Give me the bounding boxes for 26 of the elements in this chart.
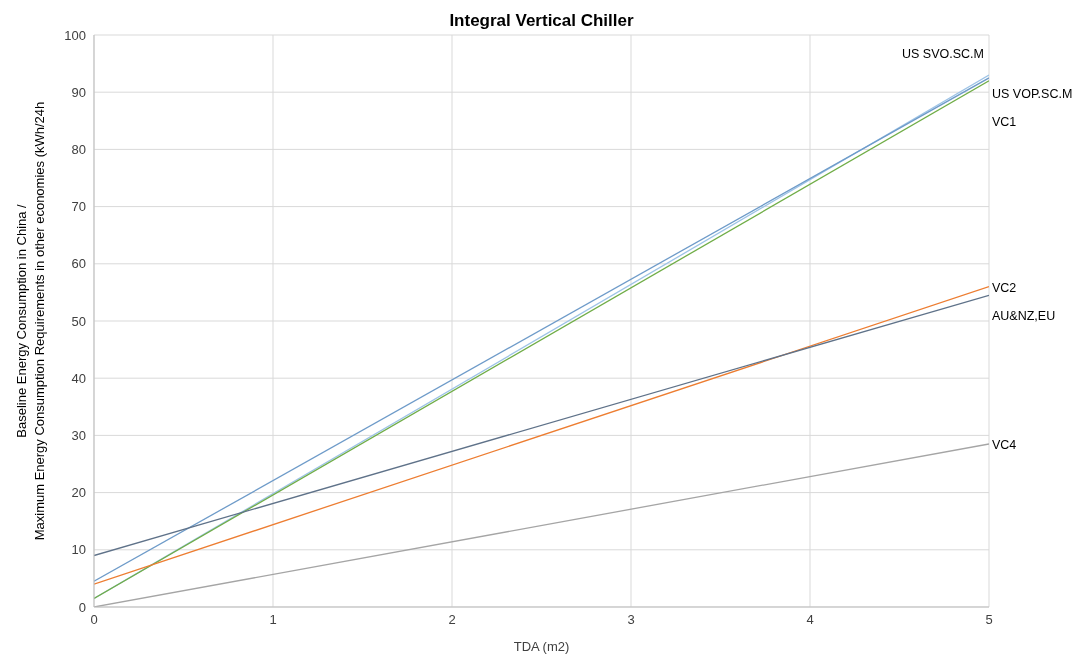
series-label: VC4 bbox=[992, 437, 1017, 452]
x-tick-label: 1 bbox=[269, 612, 277, 628]
y-tick-label: 10 bbox=[71, 542, 86, 558]
y-tick-label: 70 bbox=[71, 199, 86, 215]
x-tick-label: 2 bbox=[448, 612, 456, 628]
y-axis-title: Baseline Energy Consumption in China / Maximum Energy Consumption Requirements in other economies (kWh/24h bbox=[14, 101, 47, 541]
y-tick-label: 80 bbox=[71, 142, 86, 158]
x-tick-label: 3 bbox=[627, 612, 635, 628]
series-label: US VOP.SC.M bbox=[992, 87, 1073, 102]
series-label: AU&NZ,EU bbox=[992, 308, 1056, 323]
chart-title: Integral Vertical Chiller bbox=[449, 11, 634, 30]
series-label: VC2 bbox=[992, 280, 1017, 295]
x-tick-label: 5 bbox=[985, 612, 993, 628]
x-tick-label: 0 bbox=[90, 612, 98, 628]
y-tick-label: 50 bbox=[71, 313, 86, 329]
y-tick-label: 90 bbox=[71, 84, 86, 100]
y-tick-label: 40 bbox=[71, 370, 86, 386]
y-tick-label: 20 bbox=[71, 485, 86, 501]
x-tick-label: 4 bbox=[806, 612, 814, 628]
y-tick-label: 0 bbox=[78, 599, 86, 615]
y-tick-label: 60 bbox=[71, 256, 86, 272]
series-label: US SVO.SC.M bbox=[902, 47, 984, 62]
y-tick-label: 100 bbox=[64, 27, 86, 43]
y-tick-label: 30 bbox=[71, 428, 86, 444]
text: VC1 bbox=[992, 115, 1017, 130]
x-axis-title: TDA (m2) bbox=[513, 639, 570, 654]
